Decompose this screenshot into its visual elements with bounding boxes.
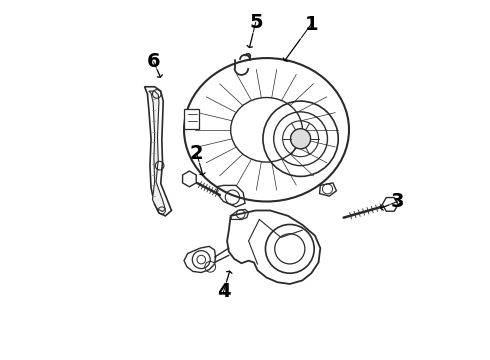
FancyBboxPatch shape (184, 109, 199, 129)
Text: 6: 6 (147, 52, 160, 71)
Text: 4: 4 (217, 282, 230, 301)
Text: 3: 3 (391, 192, 404, 211)
Ellipse shape (231, 98, 302, 162)
Text: 2: 2 (190, 144, 203, 163)
Text: 5: 5 (249, 13, 263, 32)
Polygon shape (227, 211, 320, 284)
Ellipse shape (184, 58, 349, 202)
Polygon shape (184, 246, 216, 273)
Circle shape (291, 129, 311, 149)
Polygon shape (145, 87, 171, 216)
Text: 1: 1 (304, 14, 318, 33)
Polygon shape (149, 91, 166, 212)
